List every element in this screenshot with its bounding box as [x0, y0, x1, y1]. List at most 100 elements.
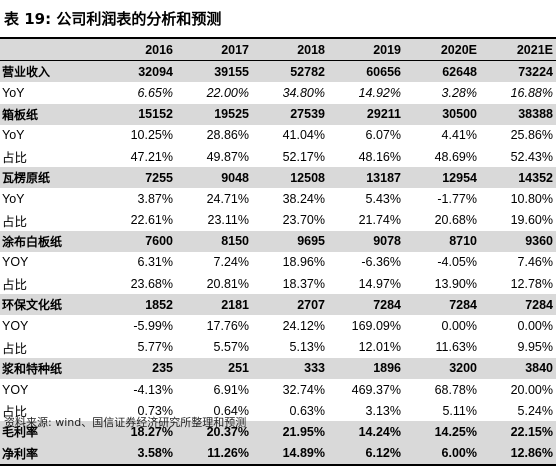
- table-cell: 9078: [328, 230, 404, 252]
- table-cell: 21.95%: [252, 421, 328, 443]
- table-cell: 18.27%: [100, 421, 176, 443]
- table-cell: 62648: [404, 60, 480, 83]
- table-row: 毛利率 18.27% 20.37% 21.95% 14.24% 14.25% 22.15%: [0, 421, 556, 443]
- table-cell: 3.58%: [100, 442, 176, 466]
- table-cell: 17.76%: [206, 319, 249, 334]
- header-cell: [0, 37, 100, 62]
- table-cell: 22.00%: [206, 85, 249, 100]
- table-body: 营业收入 32094 39155 52782 60656 62648 73224 YoY 6.6…: [0, 60, 556, 466]
- table-cell: 5.57%: [213, 340, 249, 355]
- table-cell: 3.87%: [137, 191, 173, 206]
- table-cell: 251: [176, 357, 252, 379]
- table-cell: 0.63%: [289, 403, 325, 418]
- table-row: 占比 47.21% 49.87% 52.17% 48.16% 48.69% 52.43%: [0, 146, 556, 167]
- table-row: 瓦楞原纸 7255 9048 12508 13187 12954 14352: [0, 167, 556, 189]
- source-note: 资料来源: wind、国信证券经济研究所整理和预测: [4, 416, 247, 429]
- table-cell: 24.12%: [282, 319, 325, 334]
- table-cell: 27539: [252, 103, 328, 125]
- table-cell: 2181: [176, 294, 252, 316]
- header-cell: 2016: [100, 37, 176, 62]
- table-cell: 9695: [252, 230, 328, 252]
- table-cell: 12508: [252, 167, 328, 189]
- table-cell: 8150: [176, 230, 252, 252]
- table-cell: 0.64%: [213, 403, 249, 418]
- table-row: YOY -4.13% 6.91% 32.74% 469.37% 68.78% 20.00%: [0, 379, 556, 400]
- table-cell: 19.60%: [510, 213, 553, 228]
- table-cell: 49.87%: [206, 149, 249, 164]
- table-cell: 20.37%: [176, 421, 252, 443]
- table-row: 占比 0.73% 0.64% 0.63% 3.13% 5.11% 5.24%: [0, 400, 556, 421]
- table-cell: 6.31%: [137, 255, 173, 270]
- table-cell: 18.96%: [282, 255, 325, 270]
- table-row: YOY 6.31% 7.24% 18.96% -6.36% -4.05% 7.46%: [0, 252, 556, 273]
- table-cell: 14.24%: [328, 421, 404, 443]
- table-cell: 11.63%: [435, 340, 477, 355]
- table-cell: 5.13%: [289, 340, 325, 355]
- table-cell: 3.28%: [441, 85, 477, 100]
- document-page: 表 19: 公司利润表的分析和预测 2016 2017 2018 2019 20…: [0, 10, 556, 466]
- table-cell: 0.00%: [441, 319, 477, 334]
- table-cell: 52.17%: [282, 149, 325, 164]
- table-cell: 29211: [328, 103, 404, 125]
- row-label: YOY: [2, 255, 29, 270]
- table-cell: 7284: [404, 294, 480, 316]
- table-cell: 14.92%: [358, 85, 401, 100]
- table-cell: 38388: [480, 103, 556, 125]
- table-cell: -5.99%: [133, 319, 173, 334]
- table-header-row: 2016 2017 2018 2019 2020E 2021E: [0, 37, 556, 62]
- table-cell: 5.77%: [137, 340, 173, 355]
- table-cell: 2707: [252, 294, 328, 316]
- table-cell: 6.12%: [328, 442, 404, 466]
- table-title: 表 19: 公司利润表的分析和预测: [4, 10, 222, 28]
- table-cell: 0.00%: [517, 319, 553, 334]
- table-cell: 48.16%: [358, 149, 401, 164]
- table-cell: 39155: [176, 60, 252, 83]
- table-cell: 68.78%: [434, 382, 477, 397]
- table-cell: 6.07%: [365, 128, 401, 143]
- table-cell: 5.11%: [442, 403, 477, 418]
- table-cell: 0.73%: [137, 403, 173, 418]
- table-cell: 18.37%: [282, 276, 325, 291]
- table-row: YoY 6.65% 22.00% 34.80% 14.92% 3.28% 16.88%: [0, 82, 556, 103]
- row-label: 浆和特种纸: [0, 357, 100, 379]
- table-cell: -4.13%: [133, 382, 173, 397]
- table-row: YOY -5.99% 17.76% 24.12% 169.09% 0.00% 0.00%: [0, 315, 556, 336]
- row-label: YoY: [2, 191, 25, 206]
- table-cell: 12.86%: [480, 442, 556, 466]
- table-row: YoY 3.87% 24.71% 38.24% 5.43% -1.77% 10.80%: [0, 188, 556, 209]
- table-cell: 22.61%: [130, 213, 173, 228]
- table-cell: 30500: [404, 103, 480, 125]
- table-cell: 3200: [404, 357, 480, 379]
- table-row: 占比 22.61% 23.11% 23.70% 21.74% 20.68% 19.60%: [0, 210, 556, 231]
- table-row: 占比 23.68% 20.81% 18.37% 14.97% 13.90% 12.78%: [0, 273, 556, 294]
- table-cell: 25.86%: [510, 128, 553, 143]
- table-cell: 19525: [176, 103, 252, 125]
- table-cell: 41.04%: [282, 128, 325, 143]
- row-label: 占比: [2, 278, 28, 293]
- table-cell: 14.89%: [252, 442, 328, 466]
- table-cell: 469.37%: [351, 382, 401, 397]
- table-cell: 23.70%: [282, 213, 325, 228]
- row-label: YoY: [2, 85, 25, 100]
- row-label: YOY: [2, 319, 29, 334]
- header-cell: 2020E: [404, 37, 480, 62]
- table-cell: 15152: [100, 103, 176, 125]
- table-cell: 20.00%: [510, 382, 553, 397]
- table-cell: 3.13%: [365, 403, 401, 418]
- row-label: 瓦楞原纸: [0, 167, 100, 189]
- table-cell: 73224: [480, 60, 556, 83]
- table-row: 净利率 3.58% 11.26% 14.89% 6.12% 6.00% 12.86%: [0, 442, 556, 466]
- table-cell: -4.05%: [437, 255, 477, 270]
- table-cell: 7284: [480, 294, 556, 316]
- table-cell: 14.25%: [404, 421, 480, 443]
- table-cell: 333: [252, 357, 328, 379]
- table-cell: 28.86%: [206, 128, 249, 143]
- table-row: 环保文化纸 1852 2181 2707 7284 7284 7284: [0, 294, 556, 316]
- table-cell: 52782: [252, 60, 328, 83]
- table-cell: 7255: [100, 167, 176, 189]
- table-row: 占比 5.77% 5.57% 5.13% 12.01% 11.63% 9.95%: [0, 337, 556, 358]
- table-row: 浆和特种纸 235 251 333 1896 3200 3840: [0, 357, 556, 379]
- table-cell: 6.91%: [213, 382, 249, 397]
- table-cell: 10.25%: [130, 128, 173, 143]
- row-label: 毛利率: [0, 421, 100, 443]
